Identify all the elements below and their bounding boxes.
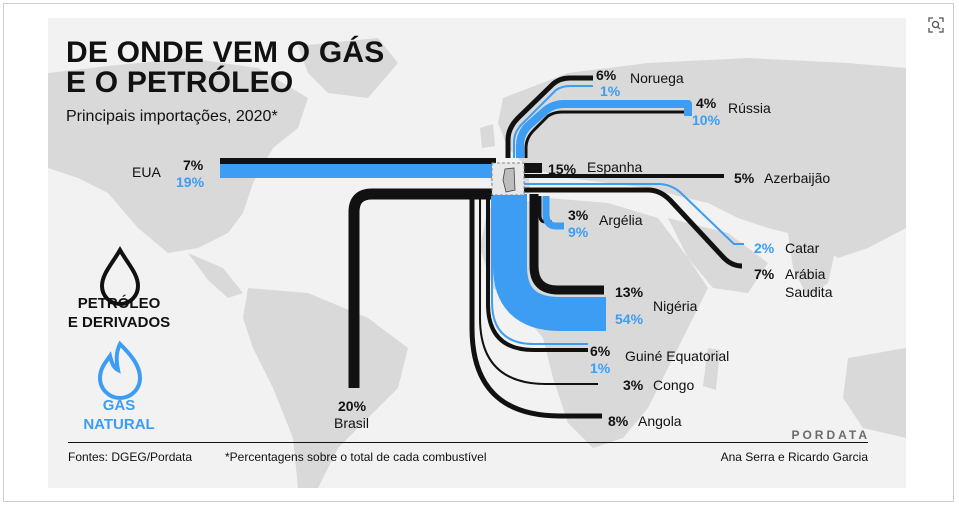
label-azerbaijao-name: Azerbaijão: [764, 170, 831, 186]
label-arabia-name-2: Saudita: [785, 284, 833, 300]
madagascar-shape: [703, 348, 720, 390]
label-congo-oil: 3%: [623, 377, 644, 393]
label-arabia-oil: 7%: [754, 266, 775, 282]
pordata-logo: PORDATA: [791, 428, 870, 442]
label-nigeria-oil: 13%: [615, 284, 644, 300]
flow-russia-oil: [524, 110, 684, 158]
label-nigeria-name: Nigéria: [653, 298, 698, 314]
label-angola-name: Angola: [638, 413, 682, 429]
legend-gas-line-2: NATURAL: [83, 416, 155, 433]
label-russia-oil: 4%: [696, 95, 717, 111]
flow-noruega-oil: [505, 75, 593, 158]
flame-icon: [97, 340, 143, 400]
label-nigeria-gas: 54%: [615, 311, 644, 327]
title-line-2: E O PETRÓLEO: [66, 66, 294, 99]
title-line-1: DE ONDE VEM O GÁS: [66, 36, 385, 69]
label-arabia-name-1: Arábia: [785, 266, 826, 282]
label-noruega-name: Noruega: [630, 70, 684, 86]
infographic-card: DE ONDE VEM O GÁS E O PETRÓLEO Principai…: [48, 18, 906, 488]
legend-gas: GÁS NATURAL: [64, 396, 174, 434]
flow-nigeria-gas: [493, 194, 606, 331]
portugal-shape: [502, 167, 516, 193]
label-noruega-oil: 6%: [596, 67, 617, 83]
flow-brasil-oil: [348, 188, 496, 388]
label-espanha-name: Espanha: [587, 159, 643, 175]
world-map-flow-diagram: [48, 38, 906, 488]
flow-arabia-oil: [524, 187, 743, 269]
flow-catar-gas: [524, 183, 744, 245]
label-argelia-gas: 9%: [568, 224, 589, 240]
label-russia-gas: 10%: [692, 112, 721, 128]
flow-nigeria-oil: [529, 194, 604, 295]
label-angola-oil: 8%: [608, 413, 629, 429]
australia-shape: [843, 348, 906, 438]
north-america-shape: [48, 58, 308, 253]
label-guine-oil: 6%: [590, 343, 611, 359]
label-azerbaijao-oil: 5%: [734, 170, 755, 186]
label-noruega-gas: 1%: [600, 83, 621, 99]
footer-authors: Ana Serra e Ricardo Garcia: [720, 450, 868, 464]
legend-oil-line-2: E DERIVADOS: [67, 314, 171, 331]
south-america-shape: [243, 288, 408, 488]
label-argelia-oil: 3%: [568, 207, 589, 223]
zoom-icon: [928, 17, 944, 33]
greenland-shape: [298, 38, 398, 98]
label-brasil-name: Brasil: [334, 415, 370, 431]
footer-sources: Fontes: DGEG/Pordata: [68, 450, 193, 464]
page-subtitle: Principais importações, 2020*: [66, 108, 278, 125]
flow-congo-oil: [479, 196, 598, 385]
flow-russia-gas: [516, 100, 692, 158]
india-shape: [788, 233, 838, 298]
label-catar-name: Catar: [785, 240, 820, 256]
flow-guine-gas: [491, 196, 588, 345]
flow-angola-oil: [469, 196, 602, 419]
label-eua-gas: 19%: [176, 174, 205, 190]
page-title: DE ONDE VEM O GÁS E O PETRÓLEO: [66, 38, 384, 98]
oil-drop-icon: [99, 245, 141, 306]
label-catar-gas: 2%: [754, 240, 775, 256]
label-guine-gas: 1%: [590, 360, 611, 376]
uk-shape: [480, 124, 495, 148]
footer-divider: [68, 442, 868, 443]
label-brasil-oil: 20%: [338, 398, 367, 414]
central-america-shape: [188, 253, 243, 298]
label-russia-name: Rússia: [728, 100, 771, 116]
label-argelia-name: Argélia: [599, 212, 643, 228]
flow-noruega-gas: [513, 85, 593, 158]
flow-guine-oil: [486, 196, 588, 352]
label-espanha-oil: 15%: [548, 161, 577, 177]
label-eua-name: EUA: [132, 164, 161, 180]
legend-oil-line-1: PETRÓLEO: [77, 295, 161, 312]
label-guine-name: Guiné Equatorial: [625, 348, 730, 364]
label-congo-name: Congo: [653, 377, 695, 393]
label-eua-oil: 7%: [183, 157, 204, 173]
footer-note: *Percentagens sobre o total de cada comb…: [225, 450, 487, 464]
legend-oil: PETRÓLEO E DERIVADOS: [64, 294, 174, 332]
legend-gas-line-1: GÁS: [102, 397, 136, 414]
world-map: [48, 38, 906, 488]
flow-argelia-gas: [542, 196, 564, 230]
zoom-button[interactable]: [925, 14, 947, 36]
arabia-shape: [668, 218, 768, 293]
